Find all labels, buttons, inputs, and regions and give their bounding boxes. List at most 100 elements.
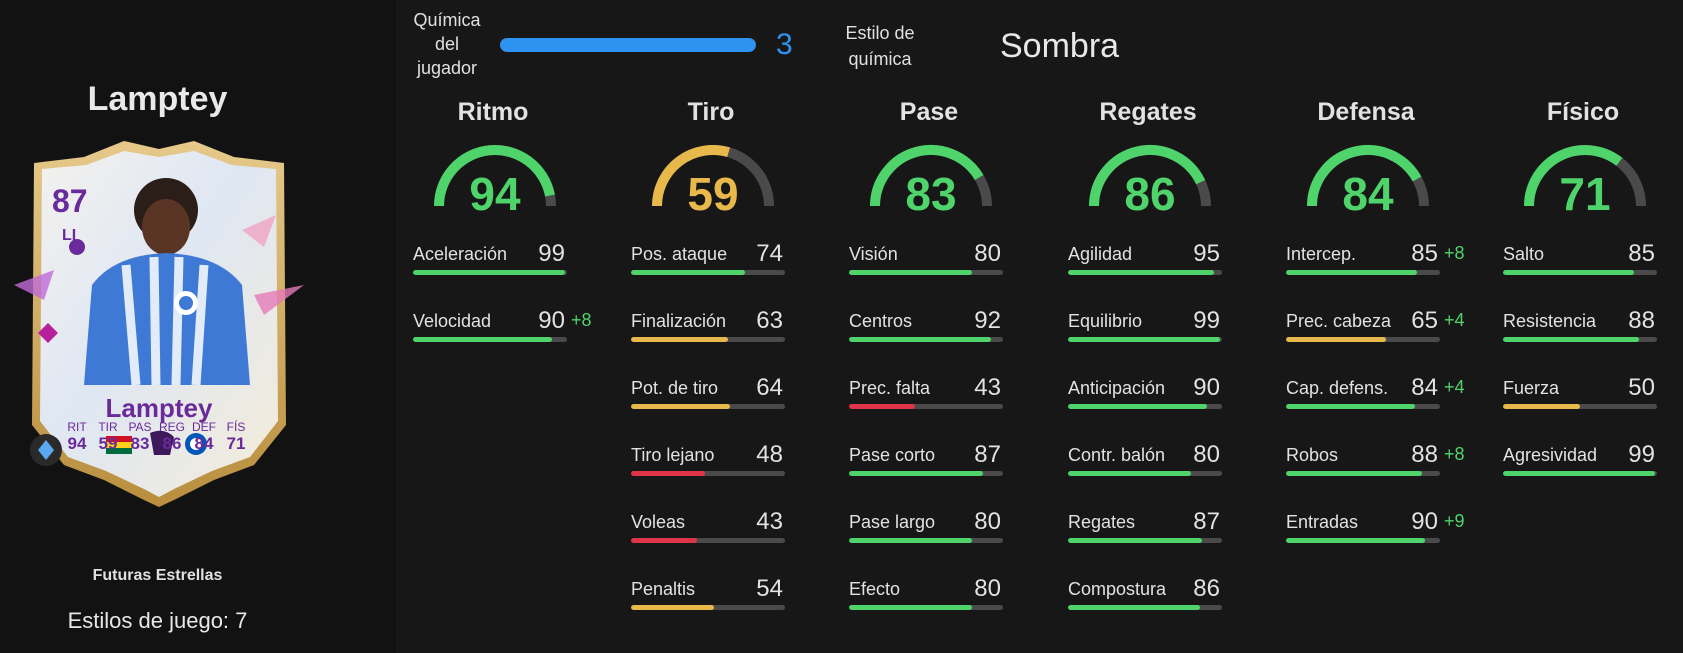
stat-gauge-fill: [1089, 145, 1206, 207]
attribute-bar-fill: [849, 605, 973, 610]
attribute-value: 64: [756, 374, 783, 401]
attribute-chem-bonus: +8: [571, 310, 592, 330]
attribute-name: Efecto: [849, 579, 901, 599]
attribute-name: Robos: [1286, 445, 1339, 465]
attribute-row[interactable]: Voleas 43: [631, 508, 791, 552]
attribute-value: 63: [756, 307, 783, 334]
attribute-bar: [1286, 270, 1440, 275]
attribute-value: 84: [1411, 374, 1438, 401]
attribute-row[interactable]: Agilidad 95: [1068, 240, 1228, 284]
attribute-bar-fill: [1286, 404, 1416, 409]
attribute-bar: [1068, 538, 1222, 543]
attribute-name: Anticipación: [1068, 378, 1166, 398]
attribute-row[interactable]: Pase corto 87: [849, 441, 1009, 485]
attribute-bar-fill: [849, 471, 983, 476]
attribute-bar-fill: [849, 270, 973, 275]
attribute-bar: [413, 270, 567, 275]
attribute-value: 87: [974, 441, 1001, 468]
attribute-row[interactable]: Agresividad 99: [1503, 441, 1663, 485]
attribute-bar: [631, 337, 785, 342]
player-name: Lamptey: [87, 80, 228, 118]
attribute-row[interactable]: Entradas 90 +9: [1286, 508, 1465, 552]
attribute-chem-bonus: +4: [1444, 377, 1465, 397]
attribute-bar: [849, 404, 1003, 409]
attribute-row[interactable]: Salto 85: [1503, 240, 1663, 284]
player-card[interactable]: 87 LI Lamptey RIT 94 TIR 59 PAS 83 REG 86 DEF 84 F…: [14, 135, 304, 510]
stat-column-title: Físico: [1546, 98, 1620, 126]
attribute-row[interactable]: Anticipación 90: [1068, 374, 1228, 418]
attribute-bar: [1068, 471, 1222, 476]
attribute-row[interactable]: Compostura 86: [1068, 575, 1228, 619]
attribute-bar-fill: [849, 404, 916, 409]
card-stat-value: 83: [130, 434, 150, 453]
attribute-row[interactable]: Prec. falta 43: [849, 374, 1009, 418]
attribute-value: 80: [1193, 441, 1220, 468]
attribute-row[interactable]: Pos. ataque 74: [631, 240, 791, 284]
card-stat-value: 94: [67, 434, 87, 453]
attribute-bar: [1068, 605, 1222, 610]
chemistry-label: Química del jugador: [413, 10, 481, 78]
attribute-bar: [849, 538, 1003, 543]
attribute-bar: [1503, 337, 1657, 342]
attribute-row[interactable]: Equilibrio 99: [1068, 307, 1228, 351]
attribute-row[interactable]: Centros 92: [849, 307, 1009, 351]
attribute-row[interactable]: Contr. balón 80: [1068, 441, 1228, 485]
attribute-bar: [631, 404, 785, 409]
chemistry-bar-fill: [500, 38, 756, 52]
attribute-row[interactable]: Regates 87: [1068, 508, 1228, 552]
attribute-value: 43: [756, 508, 783, 535]
attribute-row[interactable]: Resistencia 88: [1503, 307, 1663, 351]
attribute-row[interactable]: Velocidad 90 +8: [413, 307, 592, 351]
stat-gauge-value: 71: [1559, 168, 1610, 214]
card-player-name: Lamptey: [105, 393, 213, 423]
attribute-bar-fill: [1068, 605, 1201, 610]
attribute-chem-bonus: +8: [1444, 444, 1465, 464]
attribute-row[interactable]: Cap. defens. 84 +4: [1286, 374, 1465, 418]
playstyles-count: Estilos de juego: 7: [67, 608, 248, 633]
attribute-row[interactable]: Tiro lejano 48: [631, 441, 791, 485]
attribute-name: Tiro lejano: [631, 445, 715, 465]
attribute-row[interactable]: Pot. de tiro 64: [631, 374, 791, 418]
card-stat-rit: RIT 94: [61, 420, 93, 454]
attribute-row[interactable]: Prec. cabeza 65 +4: [1286, 307, 1465, 351]
attribute-value: 80: [974, 240, 1001, 267]
attribute-name: Prec. cabeza: [1286, 311, 1392, 331]
stat-gauge: 84: [1307, 145, 1429, 214]
attribute-bar-fill: [1068, 471, 1192, 476]
attribute-bar: [849, 471, 1003, 476]
attribute-row[interactable]: Visión 80: [849, 240, 1009, 284]
attribute-value: 88: [1411, 441, 1438, 468]
attribute-bar: [1286, 404, 1440, 409]
attribute-chem-bonus: +8: [1444, 243, 1465, 263]
attribute-value: 90: [1193, 374, 1220, 401]
attribute-bar: [631, 605, 785, 610]
player-panel: Lamptey: [0, 0, 396, 653]
attribute-row[interactable]: Robos 88 +8: [1286, 441, 1465, 485]
attribute-bar-fill: [849, 538, 973, 543]
attribute-value: 54: [756, 575, 783, 602]
stat-gauge-fill: [1524, 145, 1623, 207]
card-stat-value: 59: [98, 434, 118, 453]
attribute-bar-fill: [413, 337, 552, 342]
stat-gauge-fill: [870, 145, 984, 207]
attribute-row[interactable]: Penaltis 54: [631, 575, 791, 619]
attribute-bar-fill: [1286, 538, 1425, 543]
attribute-name: Centros: [849, 311, 913, 331]
attribute-bar-fill: [1068, 270, 1215, 275]
attribute-row[interactable]: Efecto 80: [849, 575, 1009, 619]
attribute-name: Visión: [849, 244, 898, 264]
attribute-row[interactable]: Intercep. 85 +8: [1286, 240, 1465, 284]
attribute-row[interactable]: Aceleración 99: [413, 240, 573, 284]
attribute-bar-fill: [1503, 404, 1580, 409]
chemistry-style-value[interactable]: Sombra: [1000, 27, 1120, 65]
stat-gauge: 86: [1089, 145, 1211, 214]
attribute-row[interactable]: Pase largo 80: [849, 508, 1009, 552]
card-frame-image: [14, 141, 304, 507]
attribute-row[interactable]: Finalización 63: [631, 307, 791, 351]
card-type-label: Futuras Estrellas: [92, 567, 223, 584]
attribute-row[interactable]: Fuerza 50: [1503, 374, 1663, 418]
stat-column-title: Ritmo: [457, 98, 529, 126]
attribute-bar: [849, 605, 1003, 610]
attribute-name: Cap. defens.: [1286, 378, 1389, 398]
card-stat-def: DEF 84: [188, 420, 220, 454]
